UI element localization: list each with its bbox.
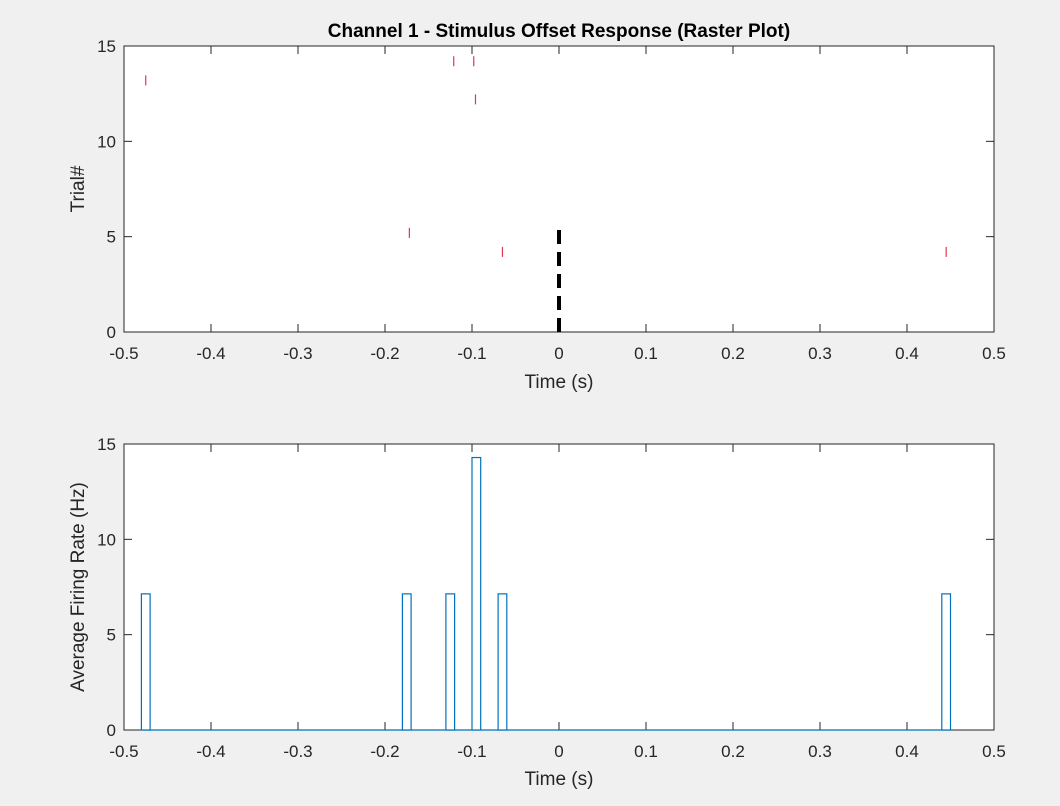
- raster-xtick-label: 0.5: [982, 344, 1006, 363]
- psth-xtick-label: -0.3: [283, 742, 312, 761]
- psth-xlabel: Time (s): [525, 769, 594, 790]
- psth-xtick-label: -0.5: [109, 742, 138, 761]
- psth-bar: [497, 593, 508, 731]
- psth-xtick-label: -0.4: [196, 742, 225, 761]
- raster-ytick-label: 15: [97, 37, 116, 56]
- raster-ylabel: Trial#: [68, 165, 89, 212]
- psth-bar: [941, 593, 952, 731]
- psth-xtick-label: 0.1: [634, 742, 658, 761]
- raster-xtick-label: 0: [554, 344, 563, 363]
- psth-bar: [401, 593, 412, 731]
- psth-xtick-label: -0.2: [370, 742, 399, 761]
- psth-bars: [140, 456, 952, 731]
- raster-ytick-label: 5: [107, 228, 116, 247]
- raster-xtick-label: 0.3: [808, 344, 832, 363]
- psth-xtick-label: -0.1: [457, 742, 486, 761]
- raster-ytick-label: 10: [97, 132, 116, 151]
- psth-ytick-label: 5: [107, 626, 116, 645]
- raster-xtick-label: 0.4: [895, 344, 919, 363]
- raster-spikes: [145, 56, 947, 257]
- raster-xlabel: Time (s): [525, 372, 594, 393]
- psth-ticks: -0.5 -0.4 -0.3 -0.2 -0.1 0 0.1 0.2 0.3 0.4 0.5 0 5 10…: [97, 435, 1006, 761]
- raster-xtick-label: -0.1: [457, 344, 486, 363]
- psth-plot-area: [123, 443, 995, 731]
- raster-plot-area: [123, 45, 995, 333]
- raster-title: Channel 1 - Stimulus Offset Response (Ra…: [328, 21, 790, 42]
- raster-xtick-label: 0.2: [721, 344, 745, 363]
- raster-xtick-label: -0.2: [370, 344, 399, 363]
- psth-ytick-label: 10: [97, 530, 116, 549]
- raster-xtick-label: -0.4: [196, 344, 225, 363]
- psth-ytick-label: 15: [97, 435, 116, 454]
- raster-xtick-label: -0.3: [283, 344, 312, 363]
- raster-ticks: -0.5 -0.4 -0.3 -0.2 -0.1 0 0.1 0.2 0.3 0.4 0.5 0 5 10…: [97, 37, 1006, 363]
- raster-axes: -0.5 -0.4 -0.3 -0.2 -0.1 0 0.1 0.2 0.3 0.4 0.5 0 5 10…: [68, 21, 1006, 393]
- raster-xtick-label: -0.5: [109, 344, 138, 363]
- psth-xtick-label: 0: [554, 742, 563, 761]
- raster-xtick-label: 0.1: [634, 344, 658, 363]
- psth-bar: [140, 593, 151, 731]
- psth-bar: [471, 456, 482, 731]
- psth-axes: -0.5 -0.4 -0.3 -0.2 -0.1 0 0.1 0.2 0.3 0.4 0.5 0 5 10…: [68, 435, 1006, 790]
- psth-ylabel: Average Firing Rate (Hz): [68, 482, 89, 692]
- psth-ytick-label: 0: [107, 721, 116, 740]
- psth-xtick-label: 0.3: [808, 742, 832, 761]
- psth-xtick-label: 0.4: [895, 742, 919, 761]
- raster-ytick-label: 0: [107, 323, 116, 342]
- psth-xtick-label: 0.2: [721, 742, 745, 761]
- psth-xtick-label: 0.5: [982, 742, 1006, 761]
- psth-bar: [445, 593, 456, 731]
